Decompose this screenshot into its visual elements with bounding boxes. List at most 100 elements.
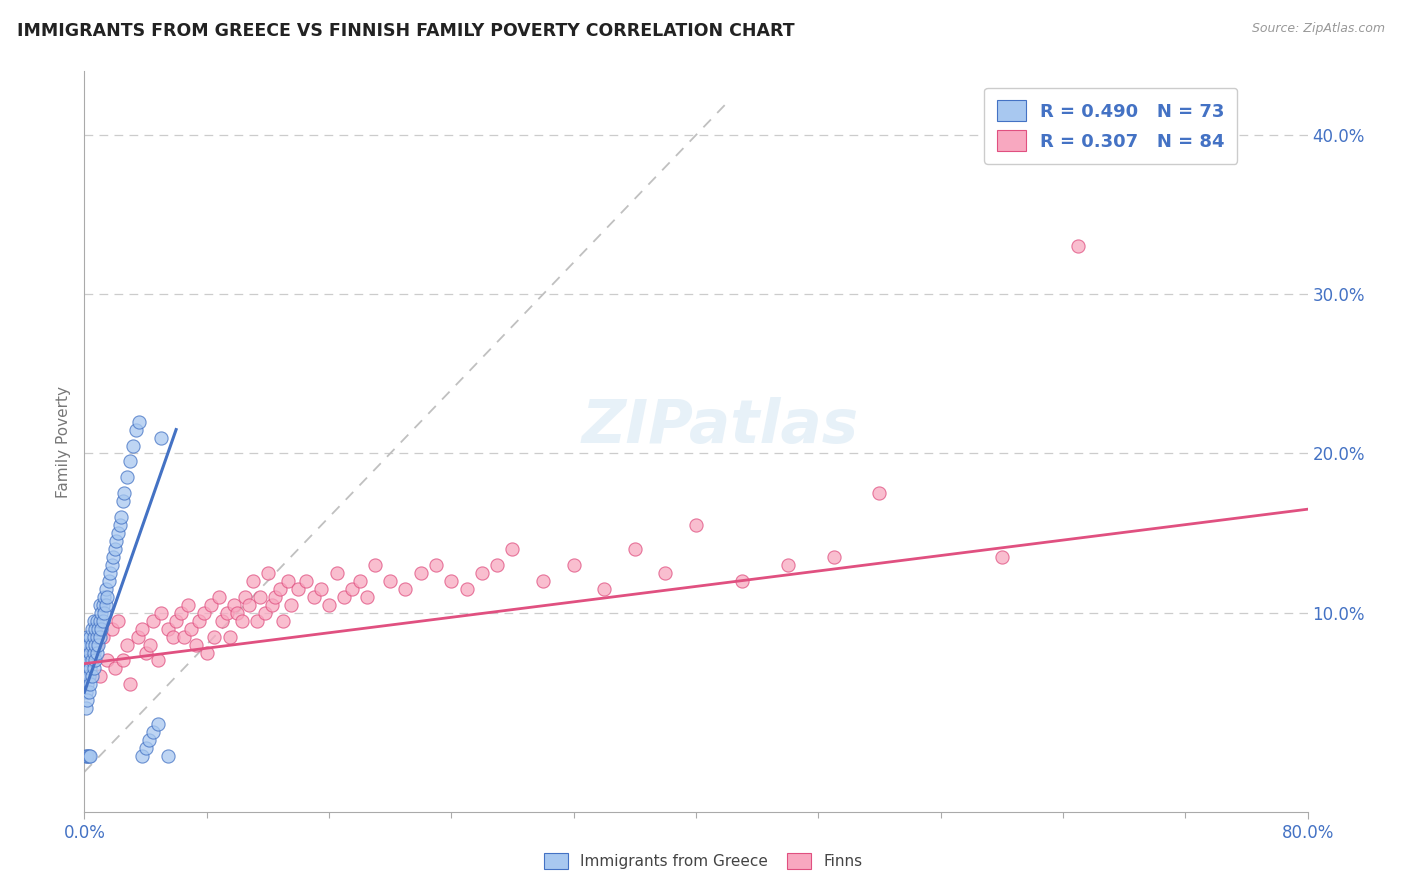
Point	[157, 622, 180, 636]
Point	[218, 630, 240, 644]
Point	[295, 574, 318, 588]
Point	[75, 661, 97, 675]
Point	[98, 566, 121, 580]
Point	[180, 622, 202, 636]
Point	[138, 733, 160, 747]
Point	[84, 622, 107, 636]
Point	[264, 590, 287, 604]
Point	[188, 614, 211, 628]
Point	[96, 590, 118, 604]
Point	[425, 558, 447, 572]
Point	[991, 549, 1014, 564]
Point	[211, 614, 233, 628]
Point	[685, 518, 707, 533]
Point	[89, 614, 111, 628]
Point	[135, 646, 157, 660]
Point	[77, 669, 100, 683]
Legend: R = 0.490   N = 73, R = 0.307   N = 84: R = 0.490 N = 73, R = 0.307 N = 84	[984, 87, 1237, 164]
Point	[202, 630, 225, 644]
Legend: Immigrants from Greece, Finns: Immigrants from Greece, Finns	[537, 847, 869, 875]
Point	[325, 566, 347, 580]
Point	[593, 582, 616, 596]
Point	[253, 606, 276, 620]
Point	[91, 598, 114, 612]
Point	[80, 653, 103, 667]
Point	[224, 598, 246, 612]
Point	[86, 614, 108, 628]
Point	[76, 749, 98, 764]
Point	[364, 558, 387, 572]
Point	[107, 614, 129, 628]
Point	[242, 574, 264, 588]
Point	[80, 622, 103, 636]
Point	[86, 646, 108, 660]
Point	[139, 638, 162, 652]
Point	[120, 454, 142, 468]
Point	[84, 653, 107, 667]
Point	[149, 431, 172, 445]
Point	[122, 438, 145, 452]
Point	[79, 630, 101, 644]
Point	[101, 622, 124, 636]
Point	[128, 415, 150, 429]
Point	[77, 638, 100, 652]
Point	[77, 685, 100, 699]
Point	[440, 574, 463, 588]
Point	[84, 638, 107, 652]
Point	[200, 598, 222, 612]
Point	[409, 566, 432, 580]
Point	[486, 558, 509, 572]
Point	[208, 590, 231, 604]
Point	[280, 598, 302, 612]
Point	[271, 614, 294, 628]
Point	[302, 590, 325, 604]
Point	[86, 630, 108, 644]
Point	[83, 614, 105, 628]
Point	[162, 630, 184, 644]
Point	[80, 669, 103, 683]
Point	[157, 749, 180, 764]
Point	[318, 598, 340, 612]
Point	[77, 749, 100, 764]
Point	[112, 486, 135, 500]
Point	[311, 582, 333, 596]
Point	[76, 661, 98, 675]
Point	[1067, 239, 1090, 253]
Point	[142, 725, 165, 739]
Point	[380, 574, 402, 588]
Point	[257, 566, 280, 580]
Y-axis label: Family Poverty: Family Poverty	[56, 385, 72, 498]
Point	[456, 582, 478, 596]
Point	[76, 630, 98, 644]
Point	[146, 717, 169, 731]
Point	[75, 653, 97, 667]
Point	[149, 606, 172, 620]
Point	[776, 558, 799, 572]
Point	[76, 646, 98, 660]
Point	[79, 646, 101, 660]
Point	[79, 677, 101, 691]
Point	[287, 582, 309, 596]
Point	[90, 622, 112, 636]
Point	[75, 685, 97, 699]
Point	[394, 582, 416, 596]
Point	[869, 486, 891, 500]
Point	[249, 590, 271, 604]
Point	[79, 749, 101, 764]
Point	[269, 582, 291, 596]
Text: ZIPatlas: ZIPatlas	[582, 397, 859, 456]
Point	[231, 614, 253, 628]
Point	[238, 598, 260, 612]
Point	[87, 638, 110, 652]
Point	[107, 526, 129, 541]
Point	[93, 606, 115, 620]
Point	[91, 630, 114, 644]
Point	[80, 646, 103, 660]
Point	[471, 566, 494, 580]
Point	[75, 701, 97, 715]
Text: IMMIGRANTS FROM GREECE VS FINNISH FAMILY POVERTY CORRELATION CHART: IMMIGRANTS FROM GREECE VS FINNISH FAMILY…	[17, 22, 794, 40]
Point	[356, 590, 378, 604]
Point	[101, 558, 124, 572]
Point	[823, 549, 845, 564]
Point	[86, 638, 108, 652]
